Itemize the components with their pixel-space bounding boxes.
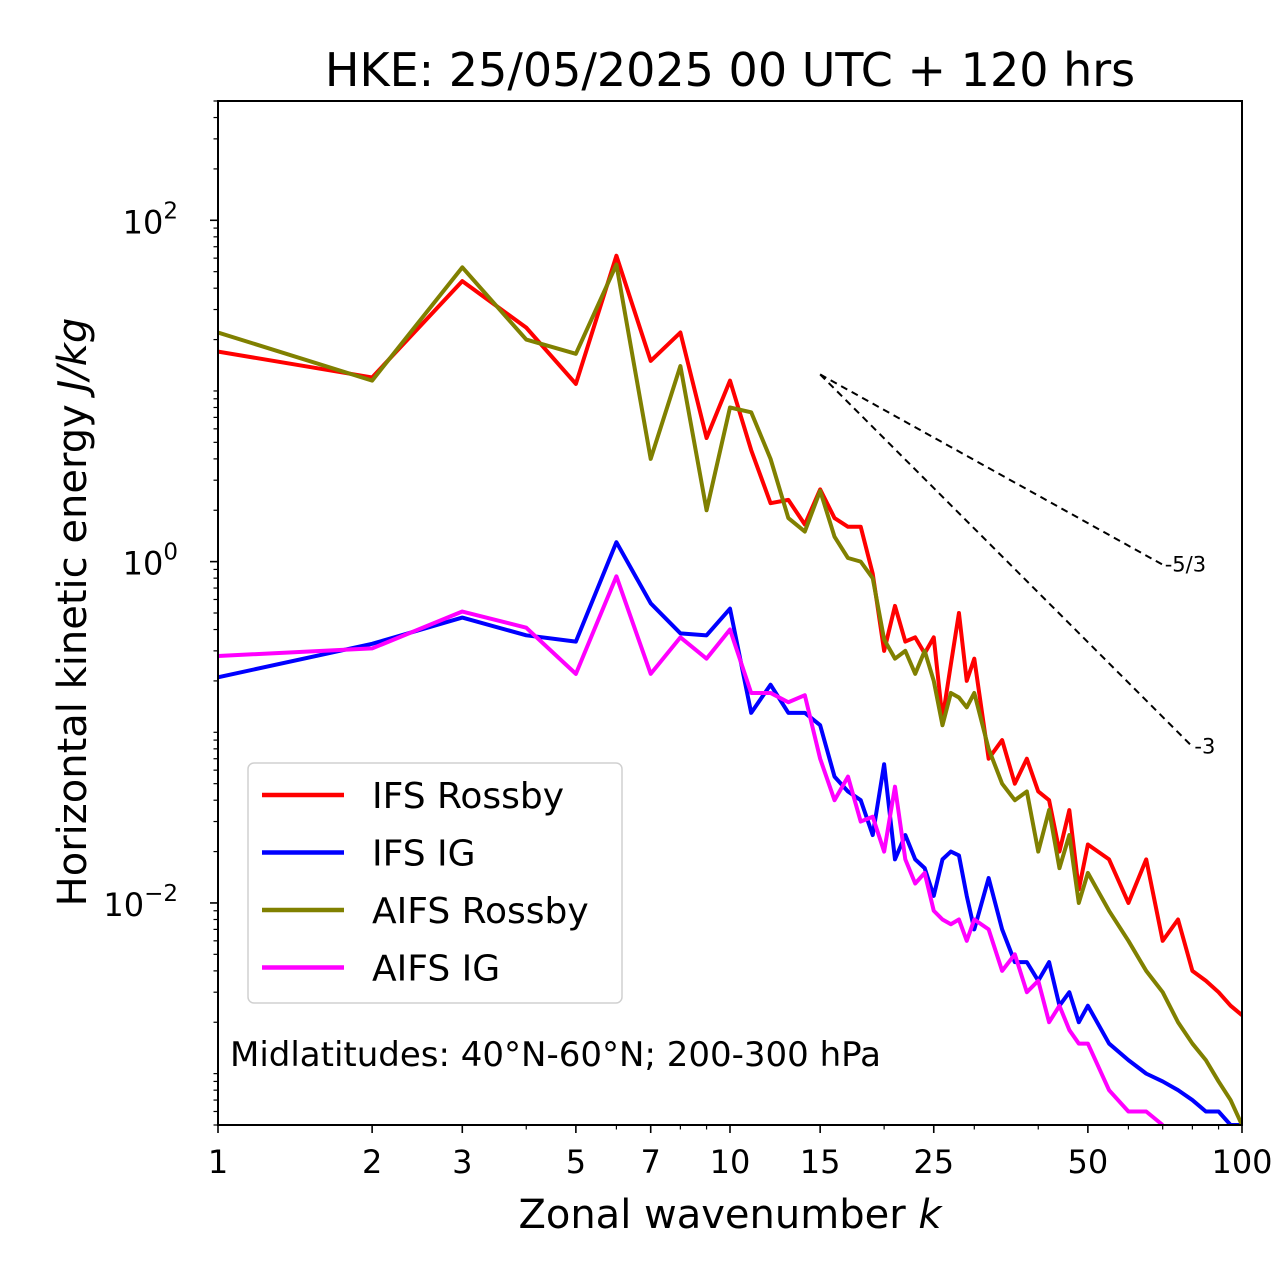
legend-label: AIFS Rossby	[372, 891, 589, 932]
y-tick-label: 100	[123, 540, 178, 583]
series-lines	[218, 253, 1242, 1125]
reference-slope-line	[819, 373, 1194, 748]
series-line-aifs-rossby	[218, 262, 1242, 1125]
y-tick-label: 10−2	[103, 881, 178, 924]
reference-slope-label: -5/3	[1165, 553, 1206, 577]
x-tick-label: 2	[362, 1143, 382, 1181]
x-tick-label: 100	[1211, 1143, 1272, 1181]
x-tick-label: 50	[1068, 1143, 1109, 1181]
y-tick-label: 102	[123, 198, 178, 241]
legend-label: IFS IG	[372, 834, 476, 875]
series-line-aifs-ig	[218, 574, 1164, 1125]
series-line-ifs-rossby	[218, 253, 1242, 1017]
x-tick-label: 7	[641, 1143, 661, 1181]
plot-frame	[217, 100, 1243, 1126]
x-tick-label: 25	[913, 1143, 954, 1181]
x-tick-label: 5	[566, 1143, 586, 1181]
series-line-ifs-ig	[218, 540, 1242, 1125]
legend: IFS Rossby IFS IG AIFS Rossby AIFS IG	[247, 762, 623, 1004]
x-axis-label: Zonal wavenumber k	[518, 1192, 943, 1238]
x-tick-label: 10	[710, 1143, 751, 1181]
x-tick-label: 15	[800, 1143, 841, 1181]
legend-label: AIFS IG	[372, 949, 500, 990]
legend-box	[247, 762, 623, 1004]
chart-title: HKE: 25/05/2025 00 UTC + 120 hrs	[325, 43, 1135, 97]
y-axis-label: Horizontal kinetic energy J/kg	[50, 318, 96, 907]
x-tick-label: 1	[208, 1143, 228, 1181]
region-annotation: Midlatitudes: 40°N-60°N; 200-300 hPa	[230, 1035, 881, 1075]
x-tick-label: 3	[452, 1143, 472, 1181]
reference-slopes: -5/3 -3	[819, 373, 1215, 759]
reference-slope-line	[819, 373, 1164, 566]
reference-slope-label: -3	[1194, 735, 1215, 759]
axis-ticks: 1 2 3 5 7 10 15 25 50 100 10−2 100 102	[103, 100, 1273, 1181]
legend-label: IFS Rossby	[372, 776, 564, 817]
